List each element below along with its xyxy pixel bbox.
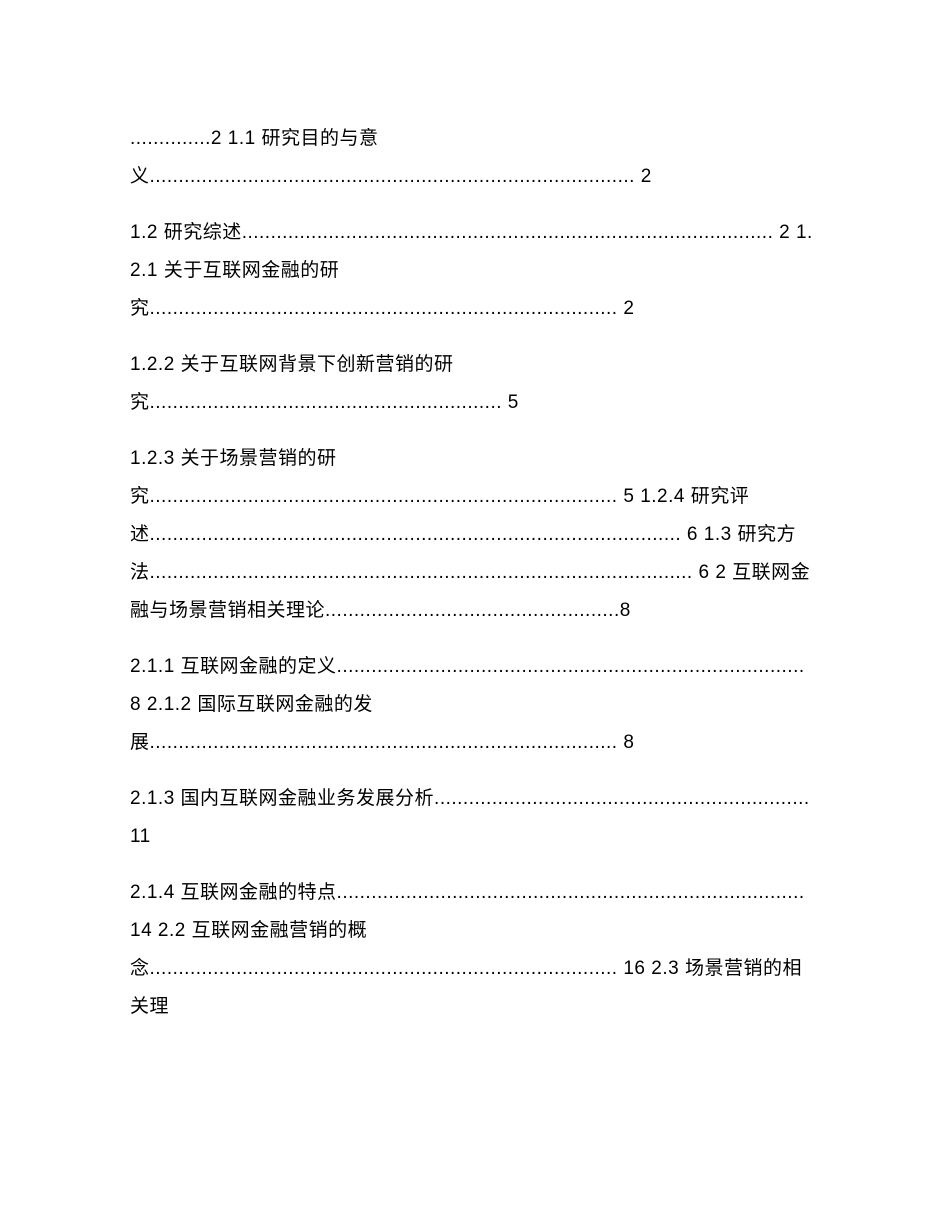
toc-line: 2.1.4 互联网金融的特点..........................… — [130, 874, 820, 1026]
toc-line: 1.2 研究综述................................… — [130, 214, 820, 328]
toc-line: 2.1.1 互联网金融的定义..........................… — [130, 648, 820, 762]
toc-line: 1.2.3 关于场景营销的研究.........................… — [130, 440, 820, 630]
toc-line: 2.1.3 国内互联网金融业务发展分析.....................… — [130, 780, 820, 856]
toc-line: 1.2.2 关于互联网背景下创新营销的研究...................… — [130, 346, 820, 422]
toc-line: ..............2 1.1 研究目的与意义.............… — [130, 120, 820, 196]
toc-content: ..............2 1.1 研究目的与意义.............… — [130, 120, 820, 1026]
